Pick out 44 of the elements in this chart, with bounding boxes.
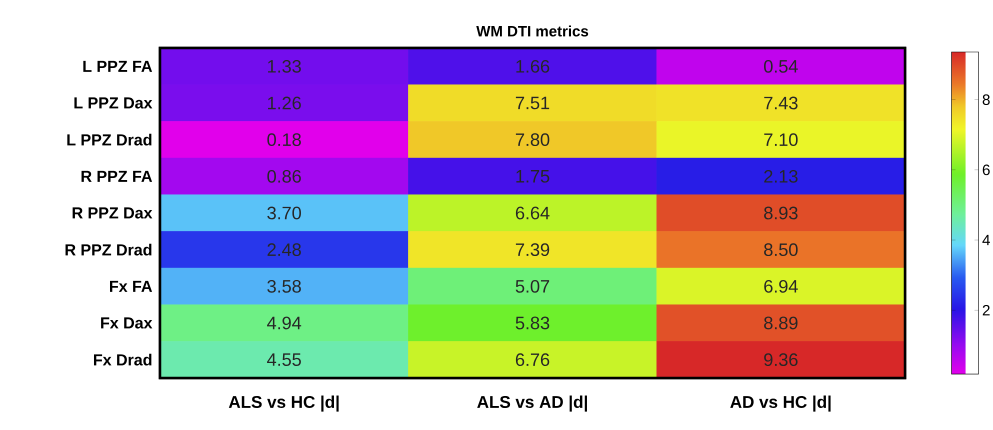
- data-label: 3.70: [267, 206, 301, 220]
- data-label: 5.07: [516, 280, 550, 293]
- data-label: 7.51: [516, 96, 550, 110]
- data-label: 1.26: [268, 96, 301, 110]
- data-label: 6.76: [516, 353, 550, 366]
- color-bar-label: 2: [982, 304, 990, 316]
- data-label: 7.80: [516, 133, 550, 146]
- y-tick-label: L PPZ Dax: [74, 97, 152, 109]
- color-bar-label: 6: [982, 164, 990, 176]
- y-tick-label: R PPZ FA: [82, 170, 152, 182]
- color-bar-label: 8: [982, 94, 990, 106]
- y-tick-label: Fx Dax: [101, 317, 152, 329]
- data-label: 2.13: [764, 170, 798, 183]
- y-tick-label: Fx Drad: [94, 354, 152, 366]
- chart-title: WM DTI metrics: [476, 25, 588, 37]
- y-tick-label: L PPZ FA: [83, 60, 152, 72]
- data-label: 1.66: [516, 60, 550, 73]
- data-label: 1.75: [516, 170, 550, 183]
- data-label: 9.36: [764, 353, 798, 366]
- data-label: 1.33: [268, 60, 301, 73]
- data-label: 7.43: [764, 96, 798, 110]
- data-label: 6.94: [764, 280, 798, 293]
- x-tick-label: ALS vs AD |d|: [477, 396, 587, 412]
- y-tick-label: R PPZ Dax: [72, 207, 152, 219]
- data-label: 8.89: [764, 316, 798, 330]
- y-tick-label: L PPZ Drad: [67, 134, 152, 146]
- data-label: 7.39: [516, 243, 550, 256]
- color-bar-label: 4: [982, 234, 990, 246]
- data-label: 4.94: [267, 316, 302, 330]
- data-label: 8.93: [764, 206, 798, 220]
- data-label: 6.64: [516, 206, 550, 220]
- data-label: 0.86: [267, 170, 301, 183]
- data-label: 0.18: [267, 133, 301, 146]
- data-label: 5.83: [516, 316, 550, 330]
- y-tick-label: Fx FA: [110, 280, 152, 292]
- y-tick-label: R PPZ Drad: [66, 244, 152, 256]
- x-tick-label: AD vs HC |d|: [730, 396, 831, 412]
- data-label: 0.54: [764, 60, 798, 73]
- data-label: 2.48: [268, 243, 301, 256]
- data-label: 7.10: [764, 133, 798, 146]
- data-label: 3.58: [267, 280, 301, 293]
- x-tick-label: ALS vs HC |d|: [228, 396, 339, 412]
- data-label: 4.55: [267, 353, 301, 366]
- data-label: 8.50: [764, 243, 798, 256]
